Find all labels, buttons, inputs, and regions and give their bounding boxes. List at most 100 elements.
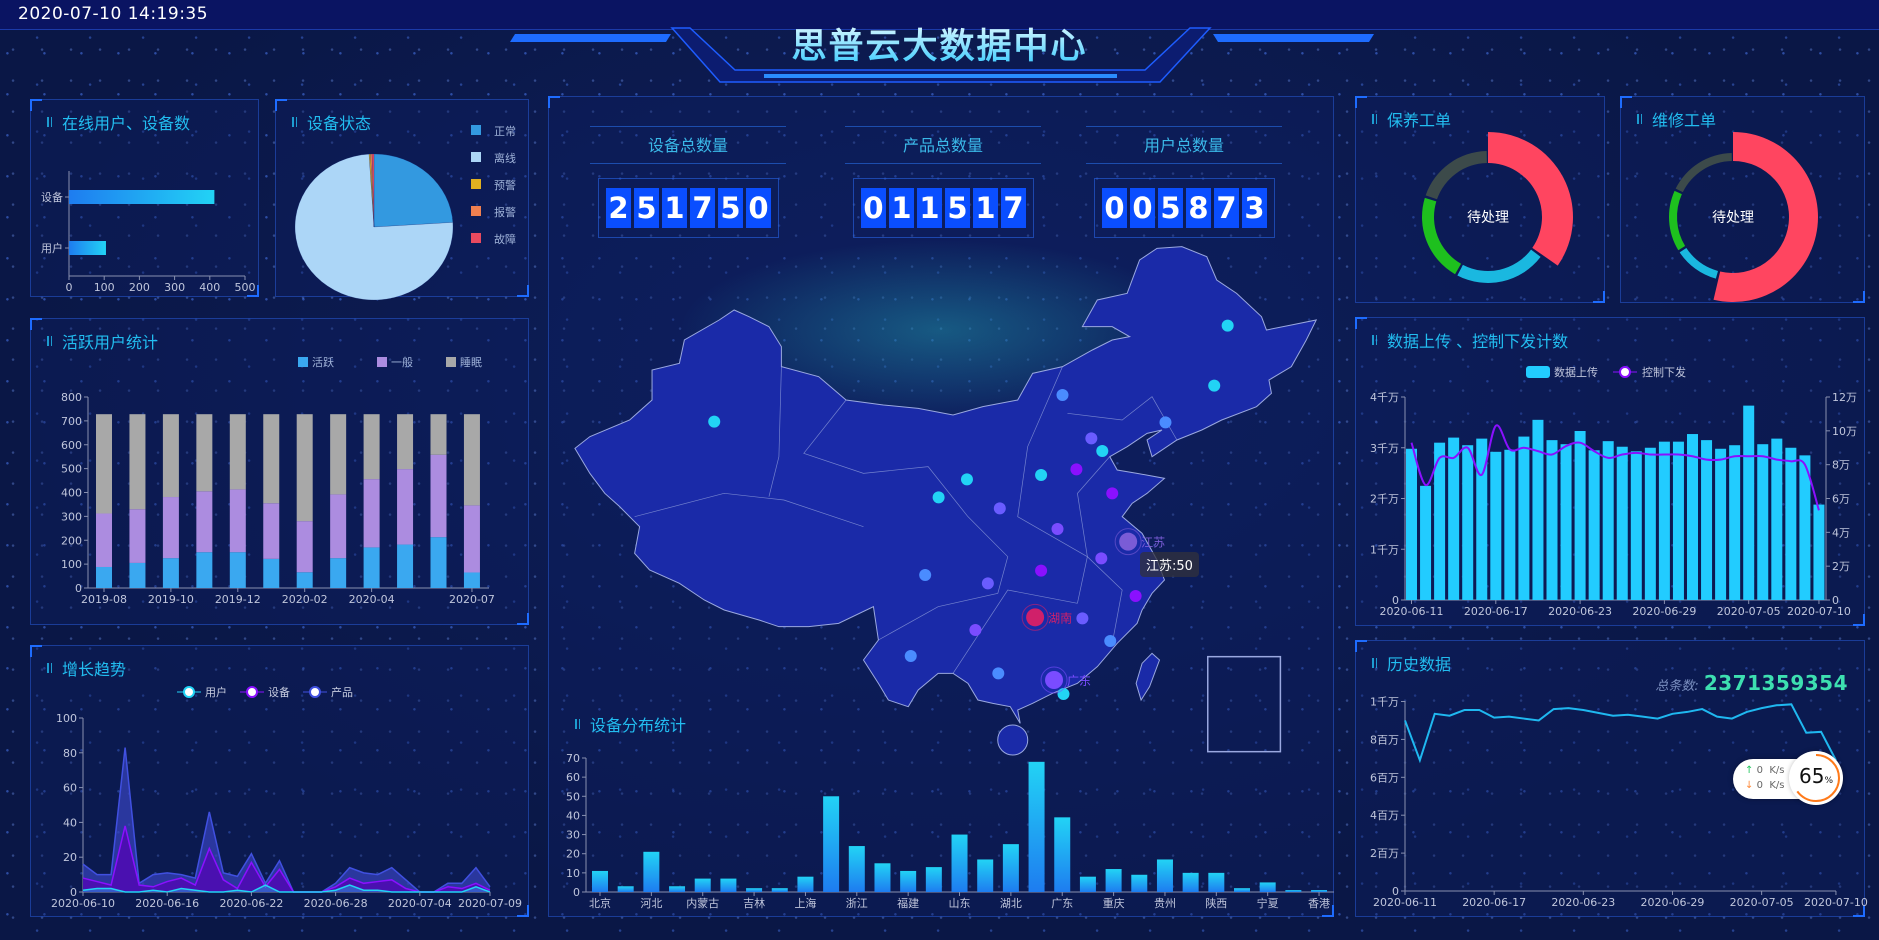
x-tick-label: 浙江: [846, 897, 868, 910]
map-point[interactable]: [1096, 445, 1109, 457]
legend-swatch[interactable]: [1526, 366, 1550, 378]
y-tick-label: 2万: [1832, 560, 1850, 573]
legend-swatch[interactable]: [471, 233, 481, 243]
legend-marker[interactable]: [246, 686, 258, 698]
map-point[interactable]: [1208, 379, 1221, 392]
map-point[interactable]: [992, 667, 1005, 680]
y-tick-label: 60: [63, 782, 77, 795]
map-highlight-point[interactable]: [1119, 532, 1138, 551]
bar: [1616, 446, 1628, 600]
bar: [848, 846, 865, 892]
digit: 2: [606, 188, 631, 228]
x-tick-label: 2019-08: [81, 593, 127, 606]
bar-segment-睡眠: [129, 414, 146, 510]
y-tick-label: 4百万: [1370, 809, 1399, 822]
map-point[interactable]: [1035, 469, 1048, 481]
datetime: 2020-07-10 14:19:35: [18, 4, 209, 24]
legend-marker[interactable]: [1619, 366, 1631, 378]
x-tick-label: 2020-06-29: [1641, 896, 1705, 909]
bar: [1729, 445, 1741, 600]
bar: [1448, 437, 1460, 600]
map-point[interactable]: [969, 624, 982, 636]
map-highlight-point[interactable]: [1026, 608, 1045, 627]
donut-segment[interactable]: [1713, 132, 1819, 302]
legend-label: 设备: [268, 685, 290, 699]
bar-segment-一般: [330, 494, 347, 559]
map-point[interactable]: [1095, 552, 1108, 565]
bar: [1518, 436, 1530, 600]
bar-segment-睡眠: [430, 414, 447, 455]
bar-segment-活跃: [430, 537, 447, 588]
donut-segment[interactable]: [1422, 197, 1462, 275]
progress-ring[interactable]: 65%: [1789, 751, 1843, 805]
bar: [1462, 445, 1474, 600]
china-outline[interactable]: [574, 246, 1318, 724]
donut-segment[interactable]: [1669, 190, 1686, 251]
map-point[interactable]: [904, 650, 917, 662]
upload-value: 0: [1756, 765, 1763, 776]
donut-segment[interactable]: [1425, 151, 1487, 200]
bar: [1131, 874, 1148, 892]
donut-segment[interactable]: [1679, 247, 1718, 279]
legend-swatch[interactable]: [298, 357, 308, 367]
map-point[interactable]: [1051, 523, 1064, 535]
bar: [1420, 485, 1432, 600]
legend-swatch[interactable]: [471, 152, 481, 162]
bar: [1560, 444, 1572, 600]
map-point[interactable]: [1057, 688, 1070, 700]
map-point[interactable]: [981, 577, 994, 590]
y-tick-label: 20: [566, 848, 580, 861]
x-tick-label: 400: [199, 281, 220, 294]
donut-segment[interactable]: [1488, 132, 1573, 266]
panel-title: 活跃用户统计: [47, 329, 158, 353]
map-point[interactable]: [932, 491, 945, 504]
map-point[interactable]: [1221, 319, 1234, 332]
bar-segment-睡眠: [363, 414, 380, 480]
header-stripes-right: [1213, 34, 1374, 42]
legend-marker[interactable]: [183, 686, 195, 698]
map-point[interactable]: [1070, 463, 1083, 476]
map-point[interactable]: [993, 502, 1006, 515]
legend-swatch[interactable]: [471, 206, 481, 216]
panel-title-text: 历史数据: [1387, 655, 1452, 674]
x-tick-label: 2020-07-05: [1730, 896, 1794, 909]
bar: [925, 867, 942, 892]
map-highlight-point[interactable]: [1045, 671, 1064, 689]
map-point[interactable]: [1076, 612, 1089, 625]
progress-ring-arc: [1792, 754, 1840, 802]
map-point[interactable]: [919, 569, 932, 581]
province-border: [634, 492, 864, 527]
y-tick-label: 0: [75, 582, 82, 595]
legend-swatch[interactable]: [471, 125, 481, 135]
legend-swatch[interactable]: [471, 179, 481, 189]
legend-swatch[interactable]: [377, 357, 387, 367]
x-tick-label: 2020-06-11: [1373, 896, 1437, 909]
download-value: 0: [1756, 780, 1763, 791]
x-tick-label: 广东: [1051, 897, 1073, 910]
x-tick-label: 山东: [949, 897, 971, 910]
y-tick-label: 20: [63, 851, 77, 864]
panel-title: 增长趋势: [47, 656, 126, 680]
bar-segment-活跃: [296, 572, 313, 588]
bar: [797, 876, 814, 892]
y-tick-label: 0: [1392, 594, 1399, 607]
map-point[interactable]: [960, 473, 973, 486]
legend-marker[interactable]: [309, 686, 321, 698]
donut-segment[interactable]: [1457, 249, 1541, 283]
map-point[interactable]: [1085, 432, 1098, 445]
x-tick-label: 宁夏: [1257, 896, 1279, 910]
map-point[interactable]: [1035, 564, 1048, 577]
history-line: [1404, 703, 1837, 764]
map-point[interactable]: [1056, 389, 1069, 401]
map-point[interactable]: [1106, 487, 1119, 500]
donut-segment[interactable]: [1675, 153, 1732, 193]
map-point[interactable]: [708, 415, 721, 428]
map-point[interactable]: [1129, 590, 1142, 602]
legend-swatch[interactable]: [446, 357, 456, 367]
bar-segment-活跃: [463, 572, 480, 588]
map-point[interactable]: [1159, 416, 1172, 429]
map-point[interactable]: [1104, 635, 1117, 647]
donut-center-label: 待处理: [1467, 210, 1509, 226]
x-tick-label: 2020-06-10: [51, 897, 115, 910]
